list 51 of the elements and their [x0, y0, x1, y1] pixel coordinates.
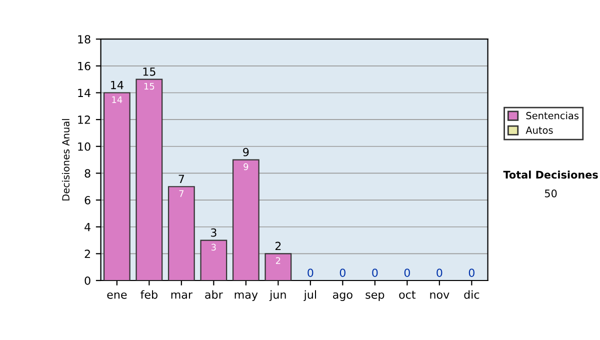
y-tick-label: 18: [78, 35, 90, 44]
bar: [200, 240, 228, 280]
data-label: 2: [276, 257, 280, 264]
total-label: 0: [308, 268, 314, 278]
x-tick-label: ago: [333, 292, 352, 301]
x-tick-label: feb: [140, 290, 158, 299]
y-tick-label: 8: [84, 169, 90, 178]
data-label: 7: [179, 190, 184, 197]
total-label: 0: [372, 268, 378, 278]
y-axis-title: Decisiones Anual: [62, 119, 70, 200]
x-tick-label: abr: [205, 290, 223, 299]
data-label: 9: [244, 163, 248, 170]
x-tick-label: may: [234, 292, 258, 301]
x-tick-label: jul: [304, 290, 316, 301]
y-tick-label: 0: [84, 276, 90, 285]
bar: [232, 159, 260, 280]
y-tick-label: 6: [84, 196, 90, 204]
data-label: 3: [211, 244, 216, 251]
total-label: 7: [178, 174, 184, 183]
total-label: 0: [340, 268, 346, 278]
y-tick-label: 16: [78, 62, 90, 70]
x-tick-label: mar: [171, 292, 193, 299]
y-tick-label: 12: [78, 116, 90, 124]
data-label: 15: [144, 82, 154, 90]
x-tick-label: dic: [464, 290, 480, 299]
legend-label: Autos: [526, 126, 553, 134]
y-tick-label: 14: [78, 88, 90, 97]
total-label: 0: [436, 268, 442, 278]
x-tick-label: sep: [366, 292, 384, 301]
bar: [264, 253, 292, 280]
text: Total Decisiones: [503, 170, 598, 179]
y-tick-label: 2: [84, 250, 90, 258]
x-tick-label: nov: [430, 292, 450, 299]
total-label: 14: [111, 80, 124, 90]
x-tick-label: ene: [107, 292, 127, 299]
data-label: 14: [112, 96, 122, 103]
text: 50: [544, 189, 557, 198]
total-label: 0: [404, 268, 410, 278]
total-label: 2: [275, 242, 281, 250]
bar: [136, 78, 163, 280]
bar: [168, 186, 195, 280]
y-tick-label: 10: [78, 142, 90, 151]
y-tick-label: 4: [84, 222, 90, 232]
total-label: 15: [143, 68, 156, 76]
bar: [103, 92, 130, 280]
legend-label: Sentencias: [526, 112, 579, 120]
total-label: 0: [468, 268, 474, 278]
x-tick-label: oct: [399, 290, 416, 299]
total-label: 3: [210, 228, 216, 237]
x-tick-label: jun: [269, 290, 286, 301]
total-label: 9: [243, 148, 249, 156]
